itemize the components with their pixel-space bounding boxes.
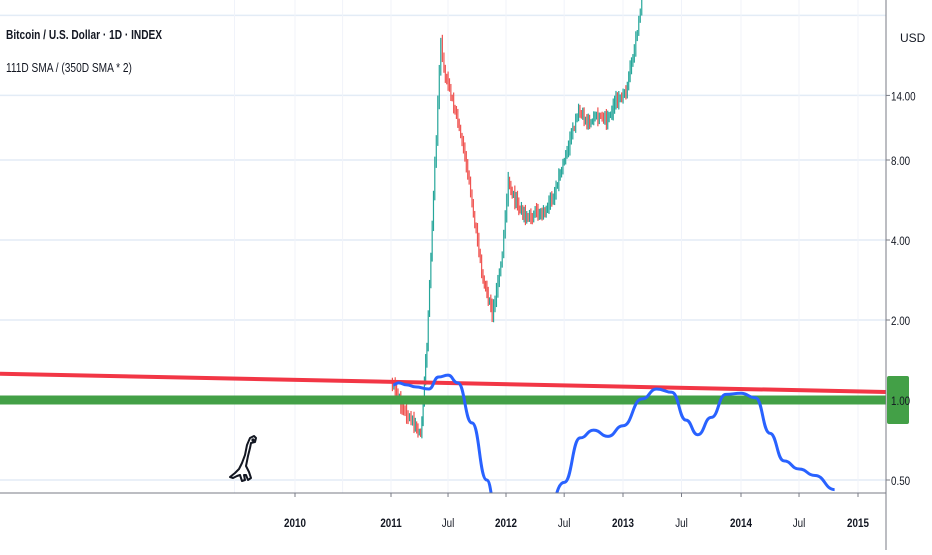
x-tick-label: Jul bbox=[558, 517, 571, 530]
x-tick-label: 2011 bbox=[380, 517, 401, 530]
dinosaur-icon bbox=[229, 435, 257, 482]
y-tick-label: 8.00 bbox=[891, 155, 910, 168]
oscillator-series bbox=[393, 373, 835, 493]
x-tick-label: 2015 bbox=[847, 517, 869, 530]
symbol-title[interactable]: Bitcoin / U.S. Dollar · 1D · INDEX bbox=[6, 27, 163, 42]
x-axis[interactable]: 2010 2011 Jul 2012 Jul 2013 Jul 2014 Jul 2015 bbox=[284, 493, 869, 530]
y-axis-background bbox=[887, 0, 932, 550]
trendline bbox=[0, 371, 887, 394]
oscillator-line bbox=[393, 373, 835, 493]
x-tick-label: Jul bbox=[442, 517, 455, 530]
indicator-label[interactable]: 111D SMA / (350D SMA * 2) bbox=[6, 60, 132, 75]
x-tick-label: 2012 bbox=[495, 517, 517, 530]
y-axis[interactable]: USD 0.50 2.00 4.00 8.00 14.00 1.00 bbox=[886, 0, 932, 550]
y-tick-label: 0.50 bbox=[891, 475, 910, 488]
price-series bbox=[391, 0, 643, 439]
y-tick-label: 4.00 bbox=[891, 235, 910, 248]
x-tick-label: 2010 bbox=[284, 517, 306, 530]
x-tick-label: 2014 bbox=[730, 517, 753, 530]
x-tick-label: Jul bbox=[793, 517, 806, 530]
currency-label[interactable]: USD bbox=[900, 31, 926, 45]
trendline-series bbox=[0, 371, 887, 394]
y-highlight-label: 1.00 bbox=[891, 395, 910, 408]
x-tick-label: Jul bbox=[675, 517, 688, 530]
x-tick-label: 2013 bbox=[612, 517, 634, 530]
y-highlight-badge bbox=[887, 376, 909, 424]
y-tick-label: 2.00 bbox=[891, 315, 910, 328]
grid bbox=[0, 0, 886, 493]
y-tick-label: 14.00 bbox=[891, 91, 916, 104]
